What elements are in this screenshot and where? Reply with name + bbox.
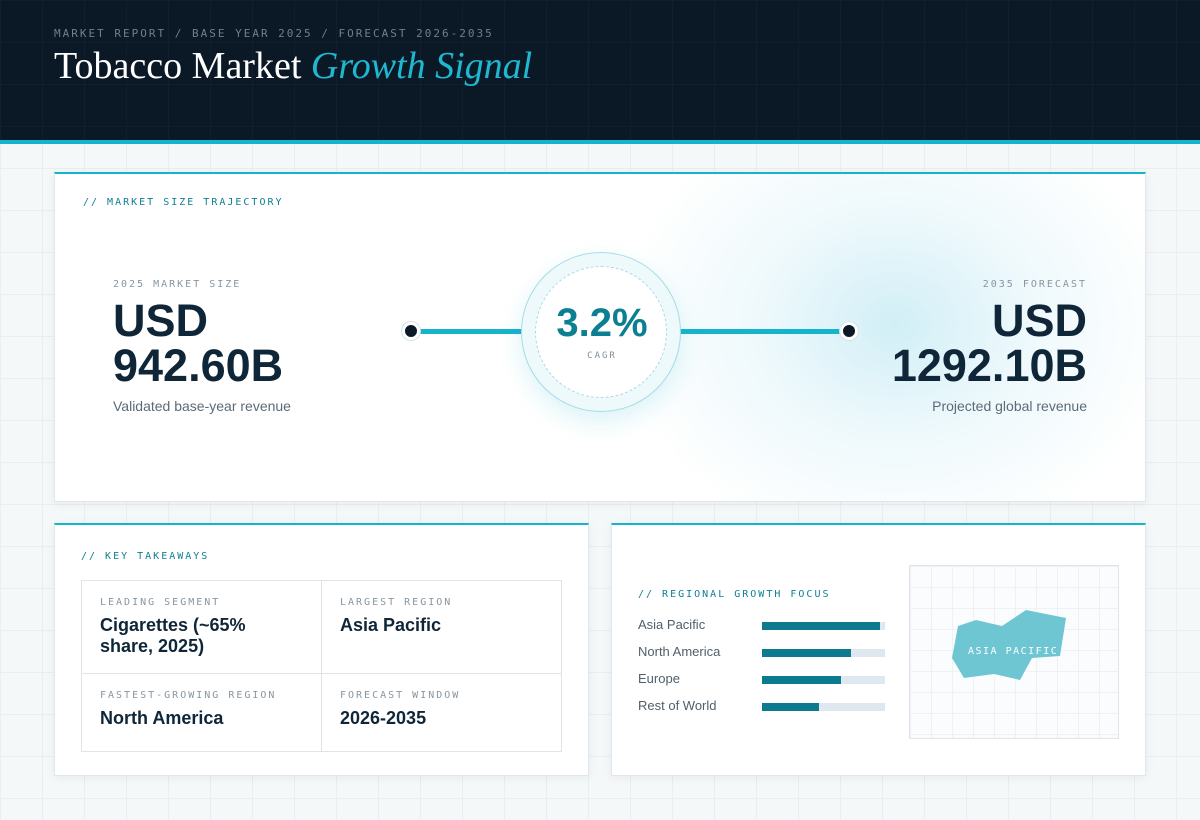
end-stat-value: 1292.10B	[891, 340, 1087, 391]
region-bar-fill	[762, 703, 819, 711]
start-stat-value: 942.60B	[113, 340, 284, 391]
takeaway-cell: FORECAST WINDOW 2026-2035	[322, 674, 562, 751]
takeaway-label: LARGEST REGION	[340, 597, 453, 608]
cagr-value: 3.2%	[556, 301, 648, 345]
takeaway-value: North America	[100, 708, 224, 728]
page-title: Tobacco Market Growth Signal	[54, 44, 532, 88]
key-takeaways-card: // KEY TAKEAWAYS LEADING SEGMENT Cigaret…	[54, 523, 589, 776]
trajectory-line-left	[419, 329, 539, 334]
grid-divider-vertical	[321, 581, 322, 751]
region-bar-track	[762, 676, 885, 684]
grid-divider-horizontal	[82, 673, 561, 674]
end-stat-label: 2035 FORECAST	[982, 279, 1087, 290]
takeaway-value: Cigarettes (~65% share, 2025)	[100, 615, 246, 656]
takeaway-value: 2026-2035	[340, 708, 427, 728]
region-bar-fill	[762, 622, 881, 630]
start-stat-caption: Validated base-year revenue	[113, 398, 291, 414]
trajectory-section-label: // MARKET SIZE TRAJECTORY	[83, 197, 284, 208]
takeaway-label: LEADING SEGMENT	[100, 597, 221, 608]
cagr-ring: 3.2% CAGR	[521, 252, 681, 412]
cagr-label: CAGR	[587, 351, 617, 361]
title-main: Tobacco Market	[54, 45, 302, 87]
regional-growth-card: // REGIONAL GROWTH FOCUS Asia Pacific No…	[611, 523, 1146, 776]
region-row: Europe	[638, 671, 888, 691]
takeaway-cell: LARGEST REGION Asia Pacific	[322, 581, 562, 673]
asia-pacific-map-shape	[952, 610, 1066, 680]
region-name: Asia Pacific	[638, 617, 706, 632]
takeaway-value: Asia Pacific	[340, 615, 442, 635]
start-point-marker	[402, 322, 420, 340]
cagr-ring-inner: 3.2% CAGR	[535, 266, 667, 398]
takeaway-label: FASTEST-GROWING REGION	[100, 690, 277, 701]
takeaways-section-label: // KEY TAKEAWAYS	[81, 551, 210, 562]
region-row: North America	[638, 644, 888, 664]
start-stat-currency: USD	[113, 295, 209, 346]
region-bar-fill	[762, 649, 851, 657]
end-stat-caption: Projected global revenue	[932, 398, 1087, 414]
takeaway-cell: LEADING SEGMENT Cigarettes (~65% share, …	[82, 581, 322, 673]
title-accent: Growth Signal	[310, 45, 533, 87]
region-name: North America	[638, 644, 721, 659]
region-bar-track	[762, 649, 885, 657]
region-name: Rest of World	[638, 698, 717, 713]
region-bar-fill	[762, 676, 841, 684]
end-point-marker	[840, 322, 858, 340]
regional-section-label: // REGIONAL GROWTH FOCUS	[638, 589, 831, 600]
region-map: ASIA PACIFIC	[909, 565, 1119, 739]
map-region-label: ASIA PACIFIC	[968, 646, 1059, 657]
region-row: Rest of World	[638, 698, 888, 718]
page-header: MARKET REPORT / BASE YEAR 2025 / FORECAS…	[0, 0, 1200, 144]
trajectory-line-right	[665, 329, 841, 334]
region-bar-track	[762, 622, 885, 630]
region-bar-track	[762, 703, 885, 711]
report-eyebrow: MARKET REPORT / BASE YEAR 2025 / FORECAS…	[54, 27, 494, 40]
takeaway-label: FORECAST WINDOW	[340, 690, 461, 701]
background-glow	[615, 174, 1145, 501]
takeaway-cell: FASTEST-GROWING REGION North America	[82, 674, 322, 751]
end-stat-currency: USD	[991, 295, 1087, 346]
region-row: Asia Pacific	[638, 617, 888, 637]
start-stat-label: 2025 MARKET SIZE	[113, 279, 242, 290]
takeaways-grid: LEADING SEGMENT Cigarettes (~65% share, …	[81, 580, 562, 752]
market-size-trajectory-card: // MARKET SIZE TRAJECTORY 2025 MARKET SI…	[54, 172, 1146, 502]
region-name: Europe	[638, 671, 680, 686]
